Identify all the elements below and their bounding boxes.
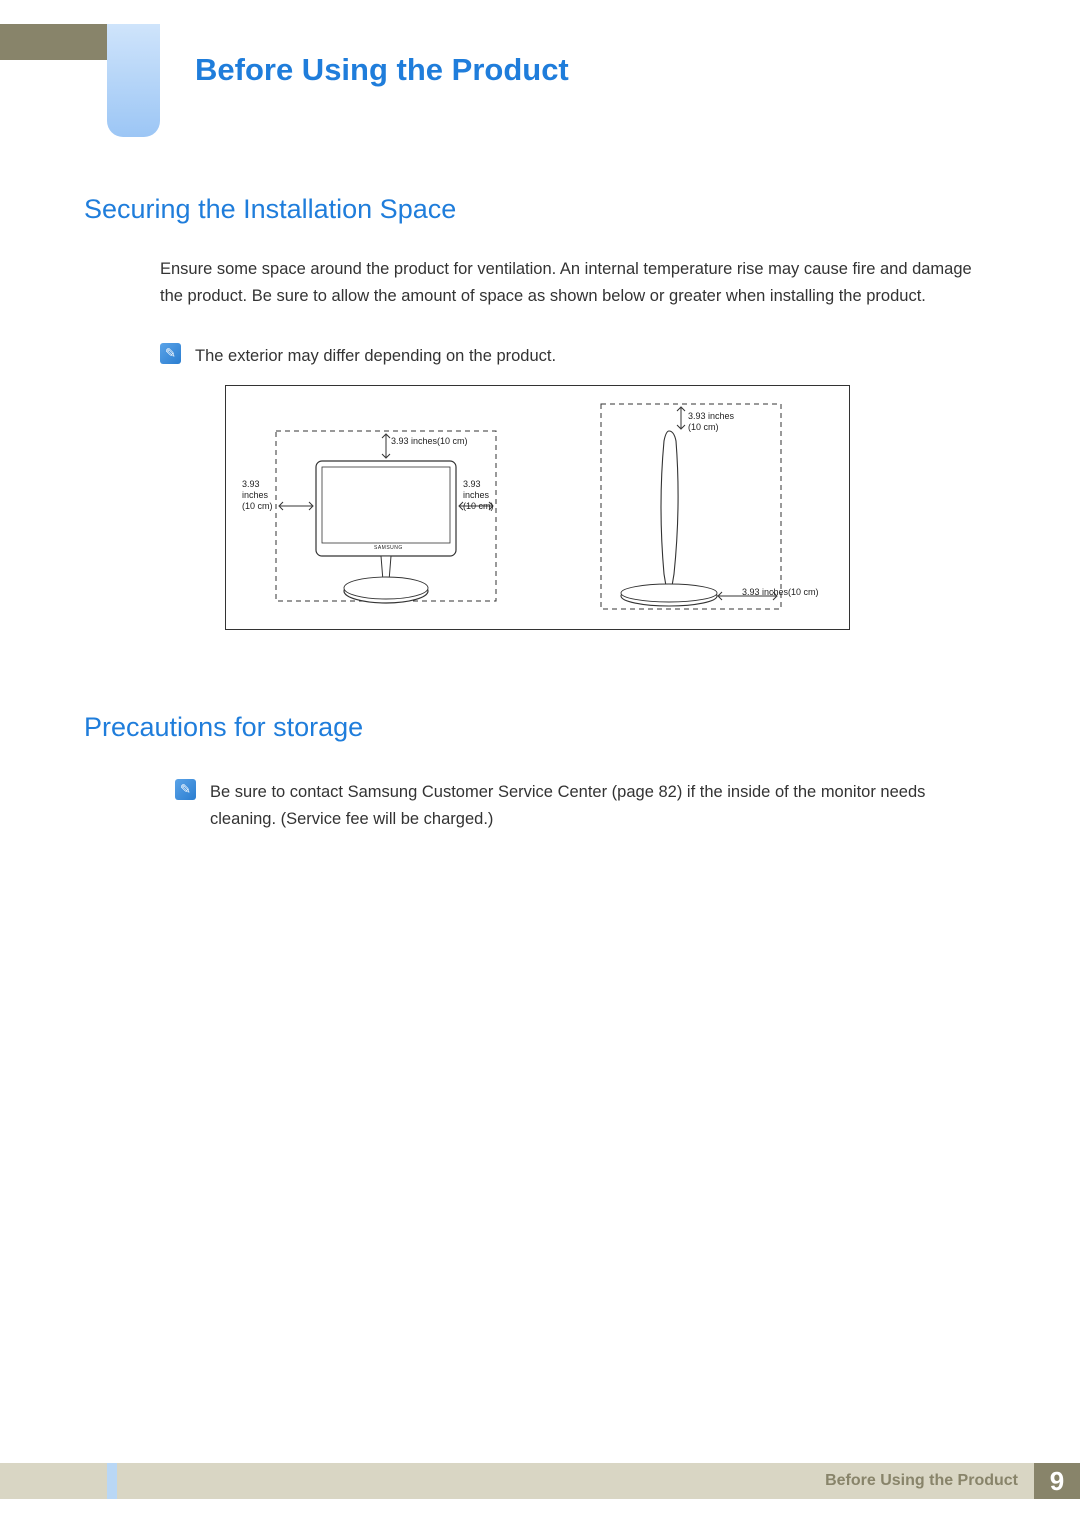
chapter-title: Before Using the Product	[195, 52, 569, 88]
section-title-precautions-storage: Precautions for storage	[84, 712, 363, 743]
section1-body: Ensure some space around the product for…	[160, 256, 990, 310]
note-icon	[160, 343, 181, 364]
diagram-label-right-front-l2: inches	[463, 490, 489, 500]
note-icon	[175, 779, 196, 800]
footer-accent	[107, 1463, 117, 1499]
footer-chapter-label: Before Using the Product	[825, 1472, 1034, 1490]
diagram-label-right-front-l3: (10 cm)	[463, 501, 494, 511]
diagram-brand-label: SAMSUNG	[374, 545, 403, 551]
page-number: 9	[1034, 1463, 1080, 1499]
footer-right: Before Using the Product 9	[825, 1463, 1080, 1499]
diagram-label-left-front-l2: inches	[242, 490, 268, 500]
diagram-label-right-front: 3.93 inches (10 cm)	[463, 479, 494, 511]
note-row-2: Be sure to contact Samsung Customer Serv…	[175, 779, 990, 833]
section-title-installation-space: Securing the Installation Space	[84, 194, 456, 225]
chapter-tab	[107, 24, 160, 137]
note-row-1: The exterior may differ depending on the…	[160, 343, 990, 370]
diagram-label-top-side-l2: (10 cm)	[688, 422, 719, 432]
note-text-2: Be sure to contact Samsung Customer Serv…	[210, 779, 990, 833]
diagram-label-left-front: 3.93 inches (10 cm)	[242, 479, 273, 511]
diagram-label-top-front: 3.93 inches(10 cm)	[391, 436, 468, 447]
diagram-label-top-side: 3.93 inches (10 cm)	[688, 411, 734, 433]
diagram-label-bottom-side: 3.93 inches(10 cm)	[742, 587, 819, 598]
diagram-label-left-front-l3: (10 cm)	[242, 501, 273, 511]
note-text-1: The exterior may differ depending on the…	[195, 343, 556, 370]
diagram-label-left-front-l1: 3.93	[242, 479, 260, 489]
diagram-label-right-front-l1: 3.93	[463, 479, 481, 489]
diagram-label-top-side-l1: 3.93 inches	[688, 411, 734, 421]
footer-bar: Before Using the Product 9	[0, 1463, 1080, 1499]
installation-space-diagram: 3.93 inches(10 cm) 3.93 inches (10 cm) 3…	[225, 385, 850, 630]
